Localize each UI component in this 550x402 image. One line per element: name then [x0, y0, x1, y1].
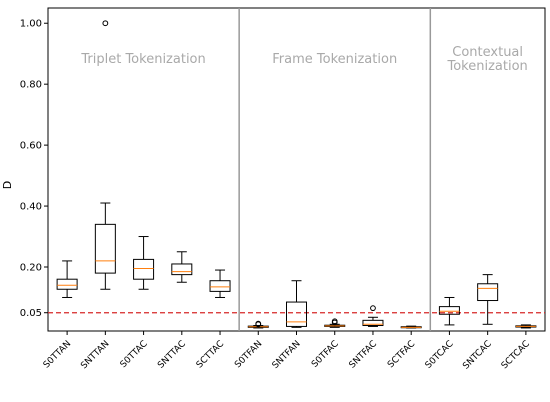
x-tick-label: S0TFAC [310, 339, 341, 370]
x-tick-label: SCTTAC [195, 339, 226, 370]
x-tick-label: S0TCAC [424, 339, 456, 371]
box [286, 301, 307, 327]
y-tick-label: 0.20 [20, 263, 42, 274]
outlier-point [102, 20, 109, 27]
outlier-point [331, 318, 338, 325]
box [171, 263, 193, 276]
box [209, 280, 231, 292]
y-tick-label: 0.80 [20, 80, 42, 91]
x-tick-label: SNTTAC [156, 339, 188, 371]
outlier-point [370, 305, 376, 312]
x-tick-label: SNTCAC [461, 339, 494, 372]
x-tick-label: S0TTAC [119, 339, 150, 370]
box [477, 283, 499, 302]
x-tick-label: SNTFAC [348, 339, 380, 371]
y-tick-label: 1.00 [20, 19, 42, 30]
section-label: Triplet Tokenization [80, 52, 205, 67]
x-tick-label: SCTCAC [500, 339, 532, 371]
section-label: Contextual [452, 45, 523, 60]
y-tick-label: 0.05 [20, 308, 42, 319]
x-tick-label: SNTFAN [271, 339, 303, 371]
x-tick-label: SCTFAC [386, 339, 417, 370]
y-tick-label: 0.40 [20, 202, 42, 213]
box [94, 223, 116, 274]
outlier-point [255, 320, 262, 327]
y-axis-label: D [1, 181, 14, 189]
y-tick-label: 0.60 [20, 141, 42, 152]
section-label: Frame Tokenization [272, 52, 397, 67]
x-tick-label: S0TFAN [233, 339, 264, 370]
section-label: Tokenization [447, 59, 528, 74]
box [362, 319, 384, 327]
box [133, 258, 155, 280]
box [56, 278, 78, 290]
box [438, 306, 460, 315]
x-tick-label: SNTTAN [79, 339, 111, 371]
x-tick-label: S0TTAN [42, 339, 73, 370]
